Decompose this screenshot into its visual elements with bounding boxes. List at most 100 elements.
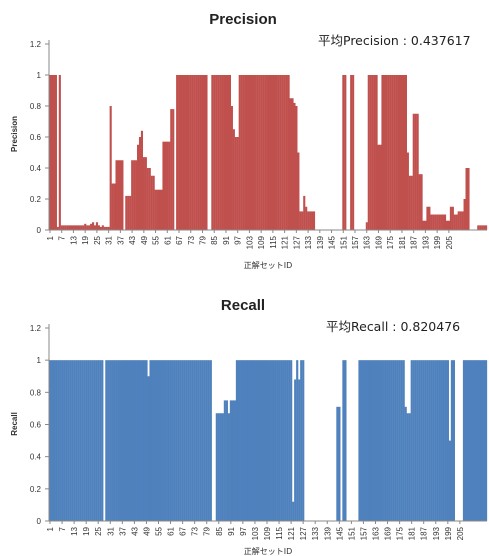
bar [362,360,364,521]
bar [301,211,303,230]
bar [413,360,415,521]
bar [72,225,74,230]
x-tick-label: 109 [263,526,272,540]
bar [86,225,88,230]
bar [379,145,381,230]
bar [256,360,258,521]
bar [401,75,403,230]
bar [75,360,77,521]
bar [456,215,458,231]
bar [129,360,131,521]
bar [232,400,234,521]
bar [243,75,245,230]
bar [463,360,465,521]
bar [260,75,262,230]
bar [127,196,129,230]
bar [202,75,204,230]
bar [270,360,272,521]
bar [423,360,425,521]
x-tick-label: 193 [432,526,441,540]
bar [241,75,243,230]
bar [395,75,397,230]
bar [248,360,250,521]
bar [450,207,452,230]
x-tick-label: 7 [58,526,67,531]
bar [387,75,389,230]
bar [196,360,198,521]
bar [477,360,479,521]
bar [245,75,247,230]
bar [399,360,401,521]
bar [159,190,161,230]
bar [162,360,164,521]
bar [409,176,411,230]
bar [433,360,435,521]
bar [383,75,385,230]
x-tick-label: 97 [239,526,248,535]
bar [131,360,133,521]
bar [250,75,252,230]
y-tick-label: 1 [37,356,42,365]
bar [133,360,135,521]
y-tick-label: 0.4 [30,453,42,462]
bar [419,360,421,521]
bar [198,360,200,521]
x-tick-label: 97 [234,235,243,244]
bar [206,360,208,521]
bar [151,360,153,521]
bar [204,360,206,521]
bar [94,225,96,230]
bar [168,360,170,521]
x-tick-label: 205 [456,526,465,540]
bar [231,106,233,230]
bar [107,360,109,521]
bar [220,413,222,521]
bar [69,225,71,230]
bar [254,360,256,521]
bar [296,360,298,521]
bar [240,360,242,521]
bar [178,75,180,230]
bar [436,215,438,231]
bar [411,176,413,230]
x-tick-label: 91 [222,235,231,244]
x-tick-label: 169 [374,235,383,249]
x-tick-label: 169 [384,526,393,540]
bar [364,360,366,521]
bar [216,413,218,521]
x-tick-label: 13 [69,235,78,244]
bar [407,153,409,231]
bar [385,75,387,230]
bar [479,225,481,230]
x-tick-label: 91 [227,526,236,535]
bar [462,211,464,230]
x-tick-label: 133 [304,235,313,249]
bar [485,225,487,230]
bar [276,75,278,230]
x-tick-label: 127 [292,235,301,249]
x-tick-label: 181 [408,526,417,540]
bar [428,207,430,230]
bar [85,360,87,521]
bar [203,75,205,230]
bar [121,360,123,521]
y-tick-label: 1.2 [30,40,42,49]
bar [139,137,141,230]
bar [368,360,370,521]
bar [280,360,282,521]
x-tick-label: 103 [245,235,254,249]
bar [105,360,107,521]
bar [248,75,250,230]
bar [117,360,119,521]
bar [293,103,295,230]
bar [200,360,202,521]
bar [84,224,86,230]
x-tick-label: 67 [179,526,188,535]
bar [97,360,99,521]
bar [119,160,121,230]
bar [303,196,305,230]
bar [344,75,346,230]
bar [443,360,445,521]
bar [435,360,437,521]
bar [441,360,443,521]
